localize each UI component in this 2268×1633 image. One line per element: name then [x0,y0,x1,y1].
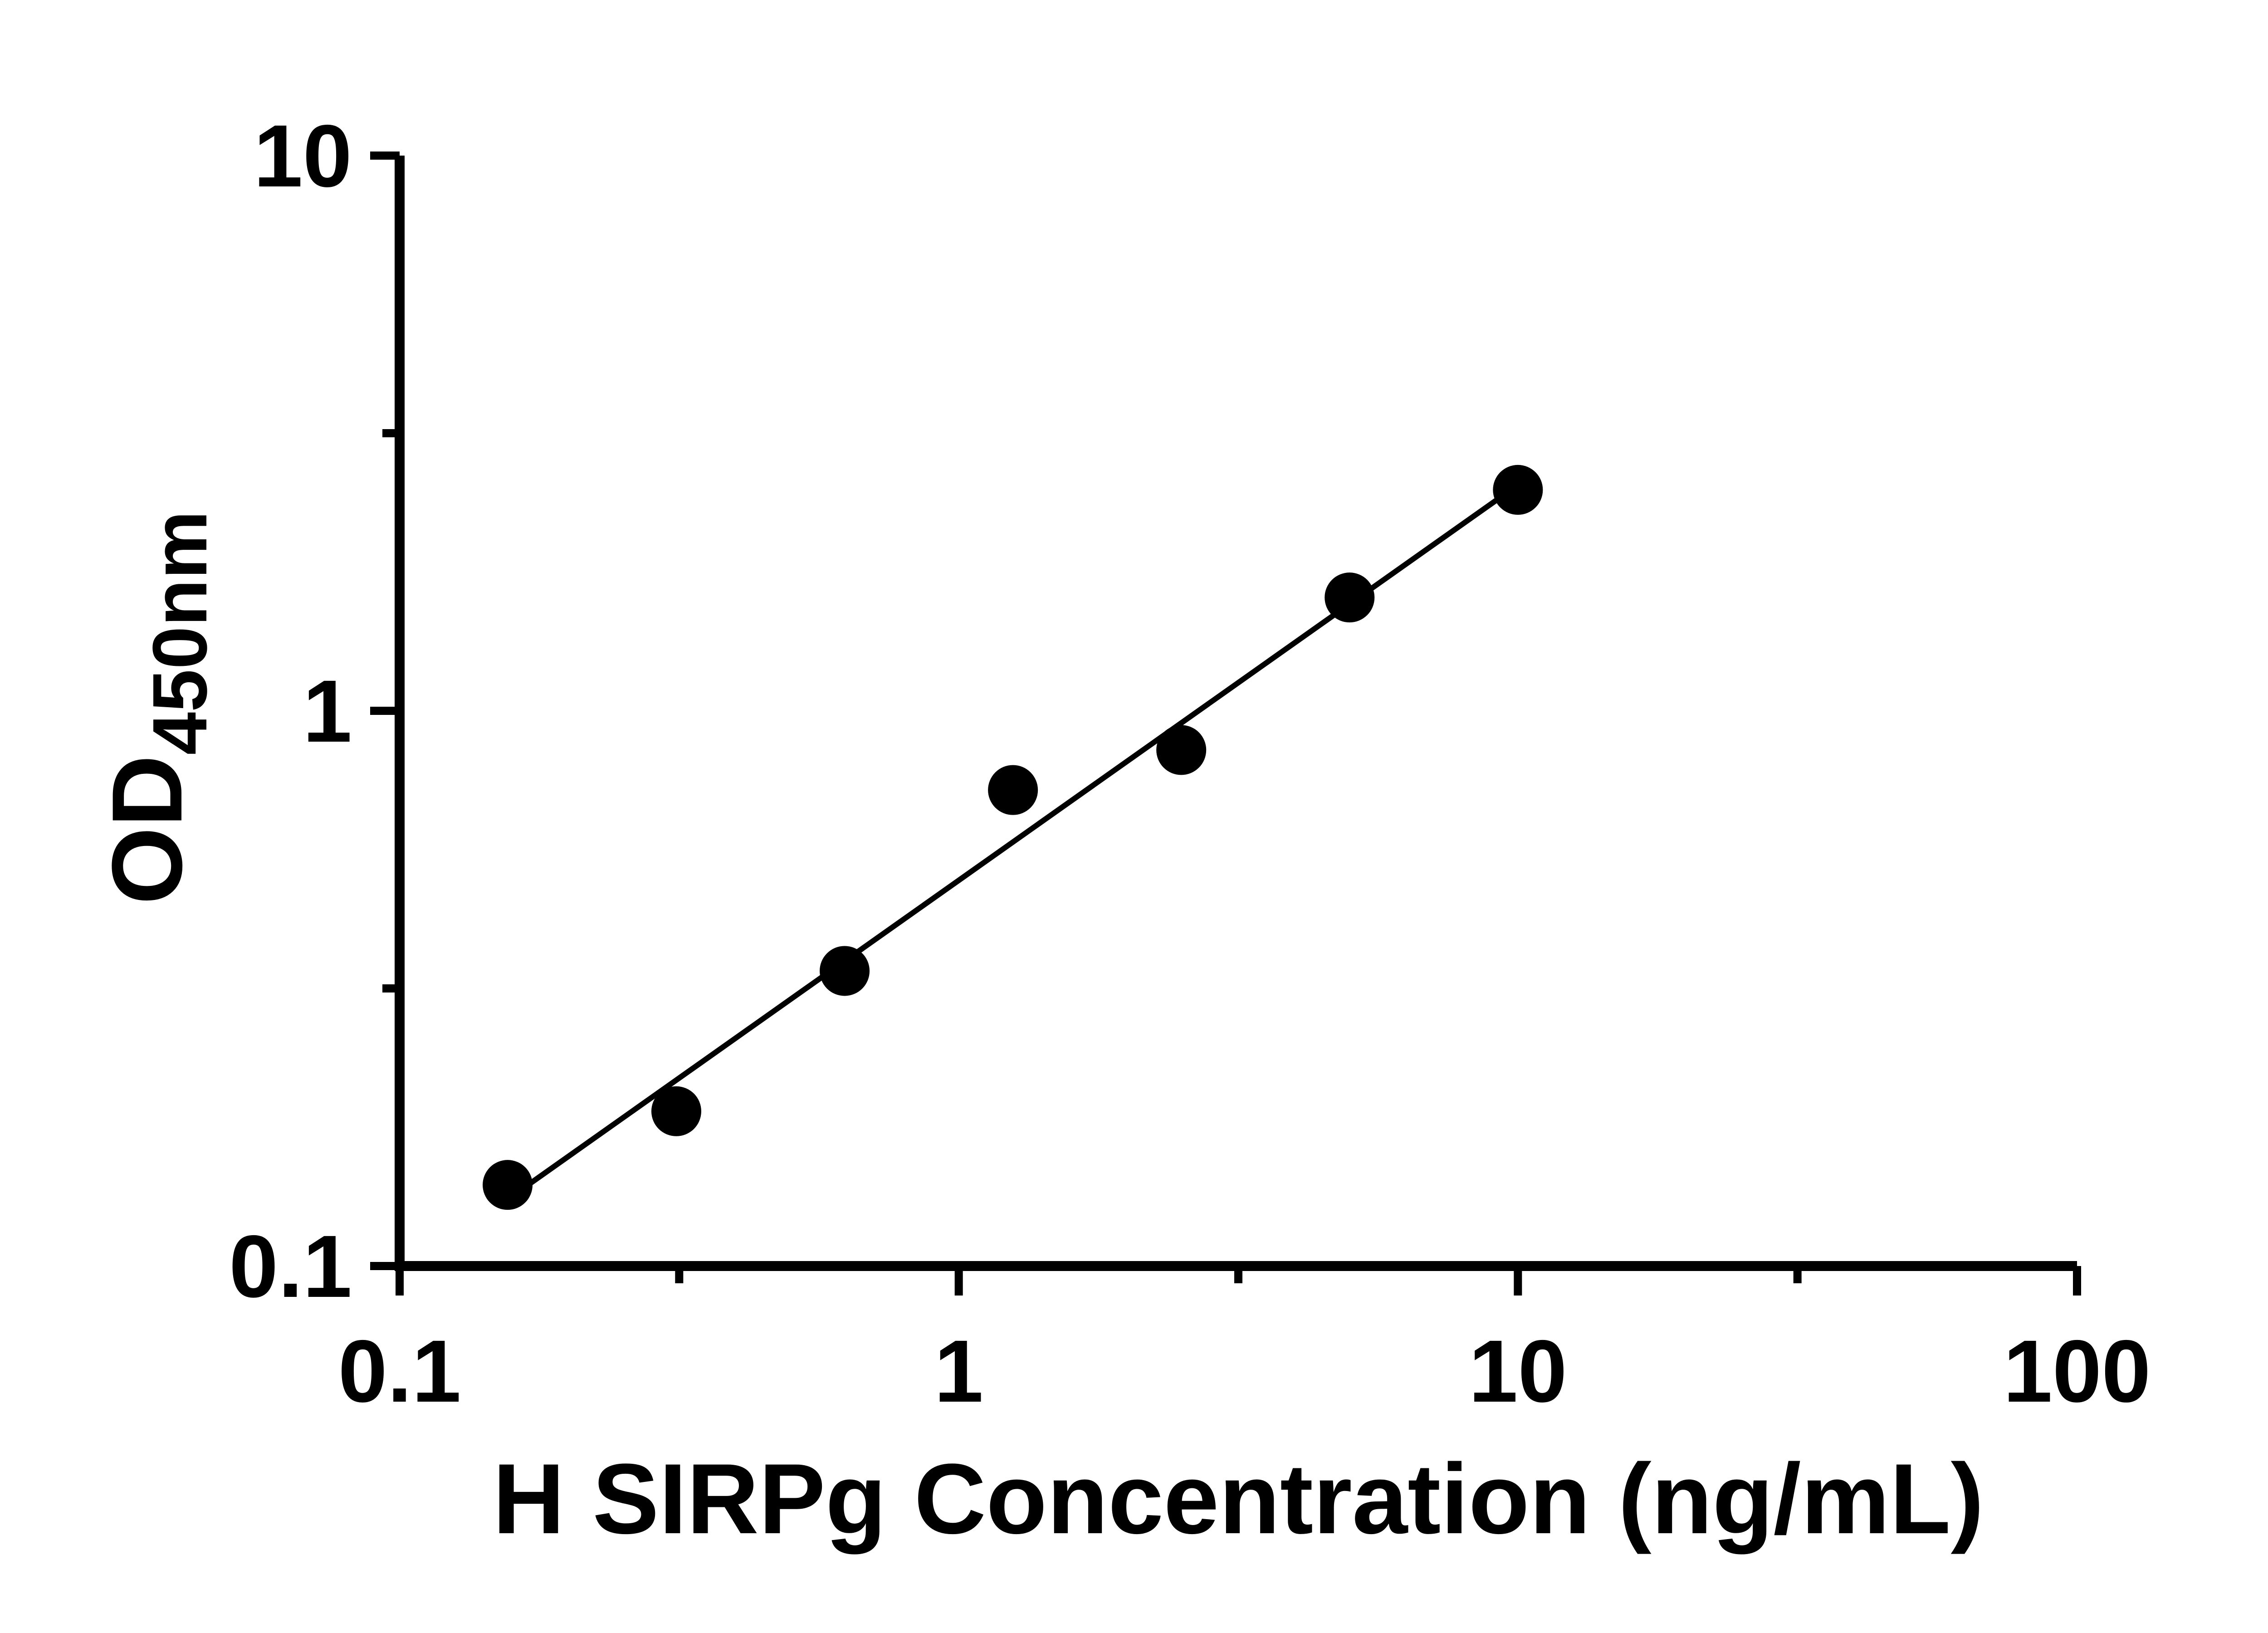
data-point [483,1160,533,1210]
y-axis-tick-label: 10 [254,107,352,205]
x-axis-tick-label: 1 [934,1322,983,1421]
x-axis-tick-label: 100 [2003,1322,2151,1421]
data-point [1325,572,1375,623]
data-point [1156,725,1207,775]
axes-layer: 0.1 1 10 100 0.1 1 10 [229,107,2151,1421]
data-point [1493,464,1543,515]
data-point [651,1086,701,1136]
y-axis-title-sub: 450nm [137,511,223,755]
data-point [988,765,1038,815]
y-axis-title: OD450nm [91,511,223,905]
x-axis-tick-label: 0.1 [338,1322,461,1421]
data-point [820,946,870,996]
x-axis-title: H SIRPg Concentration (ng/mL) [493,1443,1984,1555]
y-axis-tick-label: 0.1 [229,1217,352,1316]
y-axis-tick-label: 1 [303,662,352,761]
x-axis-tick-label: 10 [1469,1322,1567,1421]
y-axis-title-main: OD [91,755,203,905]
plot-layer [483,464,1543,1210]
